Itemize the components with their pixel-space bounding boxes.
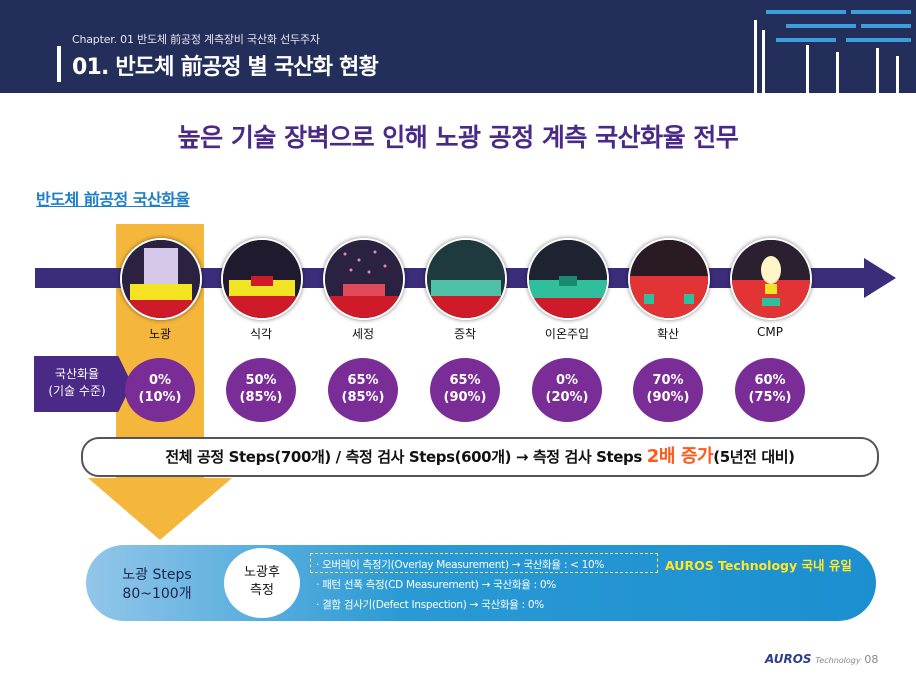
steps-line2: 80~100개	[122, 586, 192, 602]
auros-note: AUROS Technology 국내 유일	[665, 558, 852, 573]
diffusion-process-icon	[628, 238, 710, 320]
tech-level: (10%)	[138, 390, 182, 405]
cleaning-process-icon	[323, 238, 405, 320]
process-label-ion-implant: 이온주입	[544, 327, 590, 341]
after-line2: 측정	[250, 583, 274, 598]
rate-value: 65%	[347, 373, 379, 388]
page-number: 08	[864, 653, 879, 666]
process-label-deposition: 증착	[453, 327, 477, 341]
process-label-diffusion: 확산	[656, 327, 680, 341]
post-lithography-measurement: 노광후 측정	[224, 548, 300, 618]
rate-circle-diffusion: 70% (90%)	[633, 358, 703, 422]
rate-circle-etching: 50% (85%)	[226, 358, 296, 422]
tech-level: (85%)	[341, 390, 385, 405]
header-decoration-icon	[754, 10, 911, 93]
after-line1: 노광후	[244, 565, 280, 580]
page-title: 01. 반도체 前공정 별 국산화 현황	[72, 55, 379, 80]
steps-summary: 전체 공정 Steps(700개) / 측정 검사 Steps(600개) → …	[81, 437, 879, 477]
chapter-label: Chapter. 01 반도체 前공정 계측장비 국산화 선두주자	[72, 33, 320, 46]
tech-level: (20%)	[545, 390, 589, 405]
rate-value: 65%	[449, 373, 481, 388]
steps-line1: 노광 Steps	[122, 567, 192, 583]
rate-circle-deposition: 65% (90%)	[430, 358, 500, 422]
measurement-item-cd: · 패턴 선폭 측정(CD Measurement) → 국산화율 : 0%	[316, 579, 556, 591]
lithography-detail-band	[86, 545, 876, 621]
footer-brand: AUROS Technology 08	[765, 652, 878, 666]
rate-value: 0%	[555, 373, 579, 388]
steps-summary-suffix: (5년전 대비)	[713, 448, 795, 466]
section-title: 반도체 前공정 국산화율	[36, 190, 190, 209]
tech-level: (90%)	[443, 390, 487, 405]
tech-level: (85%)	[239, 390, 283, 405]
brand-sub: Technology	[815, 656, 861, 665]
rate-circle-cmp: 60% (75%)	[735, 358, 805, 422]
rate-value: 0%	[148, 373, 172, 388]
measurement-item-defect: · 결함 검사기(Defect Inspection) → 국산화율 : 0%	[316, 599, 544, 611]
process-label-etching: 식각	[249, 327, 273, 341]
rate-circle-lithography: 0% (10%)	[125, 358, 195, 422]
process-label-cleaning: 세정	[351, 327, 375, 341]
cmp-process-icon	[730, 238, 812, 320]
rate-value: 70%	[652, 373, 684, 388]
rate-circle-cleaning: 65% (85%)	[328, 358, 398, 422]
deposition-process-icon	[425, 238, 507, 320]
etching-process-icon	[221, 238, 303, 320]
overlay-highlight-box	[310, 553, 658, 573]
ion-implantation-process-icon	[527, 238, 609, 320]
rate-circle-ion-implant: 0% (20%)	[532, 358, 602, 422]
title-accent-bar	[57, 46, 61, 82]
header-bar: Chapter. 01 반도체 前공정 계측장비 국산화 선두주자 01. 반도…	[0, 0, 916, 93]
steps-summary-highlight: 2배 증가	[646, 446, 714, 467]
steps-summary-prefix: 전체 공정 Steps(700개) / 측정 검사 Steps(600개) → …	[165, 448, 647, 466]
down-arrow-icon	[88, 478, 232, 540]
brand-logo: AUROS	[765, 652, 812, 666]
rate-label-line1: 국산화율	[54, 367, 100, 381]
rate-value: 50%	[245, 373, 277, 388]
process-label-lithography: 노광	[148, 327, 172, 341]
timeline-arrow-icon	[864, 258, 896, 298]
lithography-process-icon	[120, 238, 202, 320]
tech-level: (75%)	[748, 390, 792, 405]
headline: 높은 기술 장벽으로 인해 노광 공정 계측 국산화율 전무	[177, 123, 739, 152]
process-label-cmp: CMP	[757, 325, 783, 339]
measurement-item-overlay: · 오버레이 측정기(Overlay Measurement) → 국산화율 :…	[316, 559, 605, 571]
rate-value: 60%	[754, 373, 786, 388]
rate-label-line2: (기술 수준)	[48, 384, 106, 398]
lithography-steps: 노광 Steps 80~100개	[92, 566, 222, 604]
tech-level: (90%)	[646, 390, 690, 405]
localization-rate-label: 국산화율 (기술 수준)	[34, 356, 132, 412]
